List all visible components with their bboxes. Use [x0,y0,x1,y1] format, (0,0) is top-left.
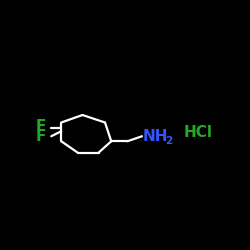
Text: HCl: HCl [184,125,213,140]
Text: 2: 2 [165,136,172,145]
Text: F: F [36,119,46,134]
Text: F: F [36,129,46,144]
Text: NH: NH [142,129,168,144]
